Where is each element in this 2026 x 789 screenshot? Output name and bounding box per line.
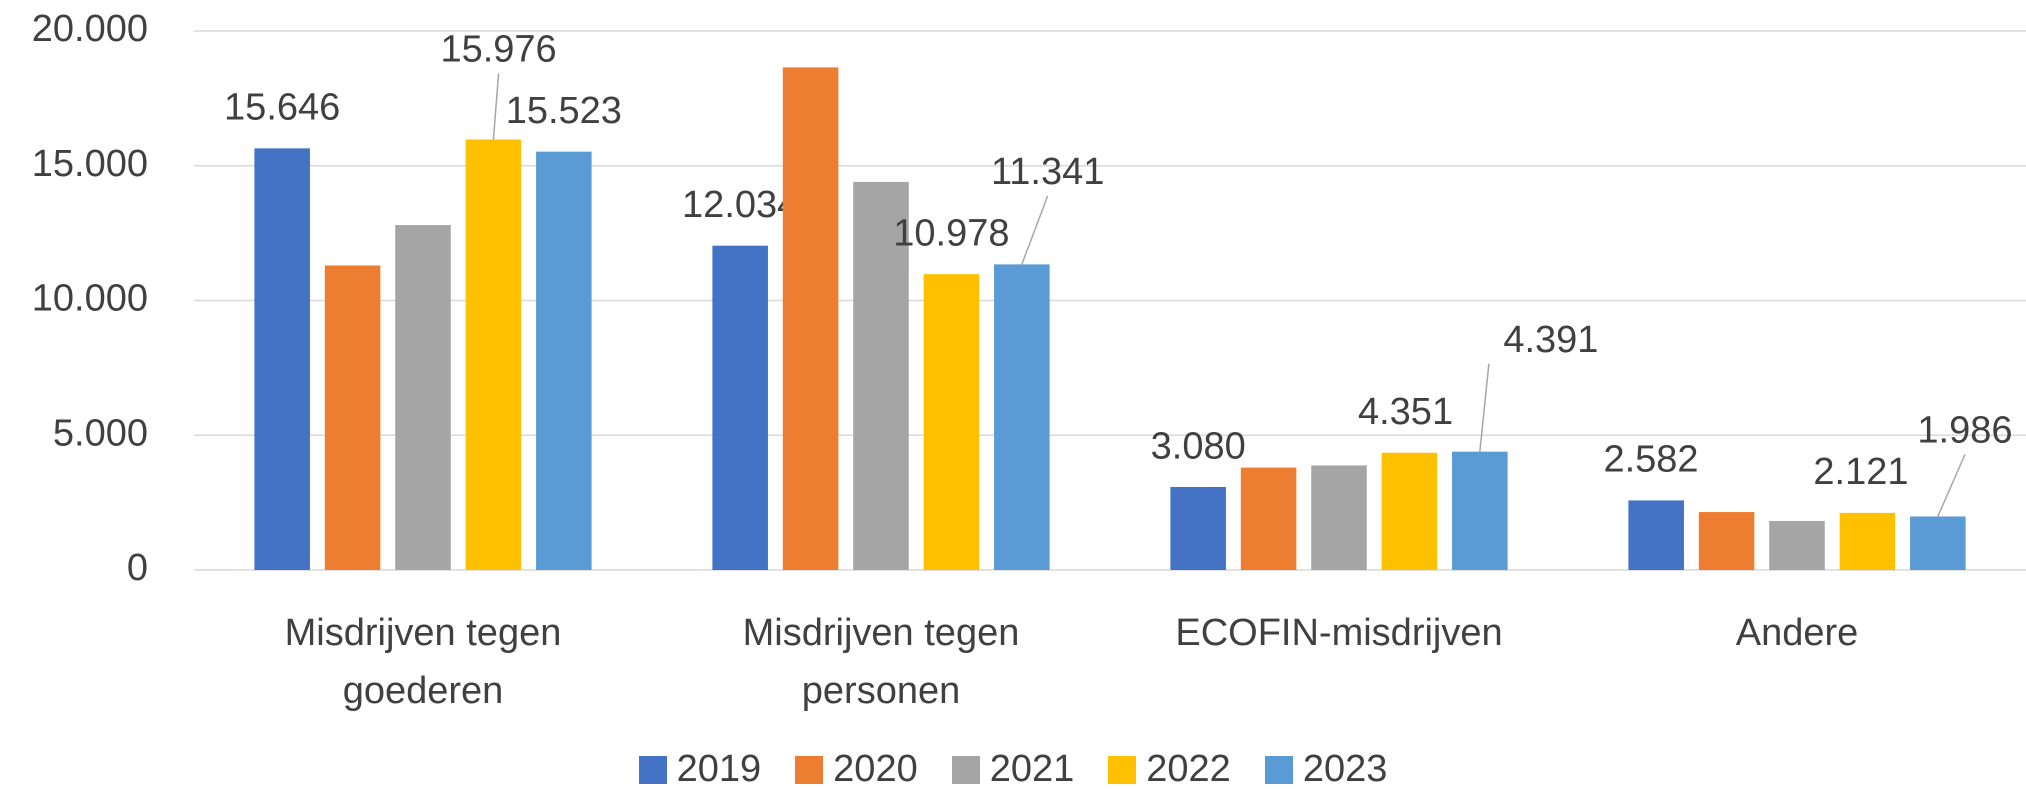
- legend-swatch: [1264, 755, 1293, 784]
- legend-swatch: [951, 755, 980, 784]
- legend-label: 2019: [676, 748, 762, 789]
- data-label: 2.582: [1603, 439, 1698, 481]
- bar: [1170, 486, 1226, 570]
- bar: [782, 67, 839, 570]
- legend-swatch: [638, 755, 667, 784]
- y-tick-label: 20.000: [32, 8, 148, 50]
- bar: [395, 225, 451, 571]
- bar: [712, 245, 768, 570]
- leader-line: [1021, 195, 1049, 265]
- legend-item: 2022: [1108, 748, 1231, 789]
- data-label: 1.986: [1917, 410, 2012, 452]
- data-label: 4.391: [1503, 319, 1598, 361]
- y-tick-label: 15.000: [32, 143, 148, 185]
- bar: [324, 265, 381, 570]
- y-tick-label: 5.000: [53, 412, 148, 454]
- bar: [1311, 465, 1367, 570]
- y-tick-label: 10.000: [32, 278, 148, 320]
- x-tick-label: Misdrijven tegen goederen: [284, 612, 562, 712]
- bar: [1698, 512, 1755, 570]
- bar: [1839, 512, 1896, 570]
- legend-item: 2019: [638, 748, 762, 789]
- legend-swatch: [1108, 755, 1137, 784]
- data-label: 15.976: [440, 29, 556, 71]
- bar: [1240, 467, 1297, 570]
- bar: [994, 264, 1050, 570]
- data-label: 2.121: [1813, 451, 1908, 493]
- data-label: 15.646: [224, 87, 340, 129]
- legend-label: 2021: [989, 748, 1075, 789]
- data-label: 12.034: [682, 184, 798, 226]
- data-label: 15.523: [506, 90, 622, 132]
- leader-line: [1937, 454, 1966, 517]
- bar: [1628, 500, 1684, 570]
- legend-swatch: [795, 755, 824, 784]
- bar: [1381, 452, 1438, 570]
- legend: 2019 2020 2021 2022 2023: [0, 748, 2026, 789]
- legend-label: 2020: [833, 748, 918, 789]
- bar: [853, 181, 909, 571]
- chart: 0 5.000 10.000 15.000 20.000 15.646 12.034 3.08…: [32, 8, 2026, 589]
- bar: [1452, 451, 1508, 570]
- x-tick-label: ECOFIN-misdrijven: [1175, 612, 1503, 654]
- y-tick-label: 0: [127, 547, 148, 589]
- data-label: 10.978: [893, 212, 1009, 254]
- data-label: 3.080: [1151, 425, 1246, 467]
- bar: [254, 148, 310, 570]
- legend-item: 2023: [1264, 748, 1388, 789]
- legend-label: 2023: [1302, 748, 1388, 789]
- bar: [536, 151, 592, 570]
- leader-line: [492, 73, 500, 140]
- bar: [923, 274, 980, 570]
- leader-line: [1479, 363, 1490, 452]
- legend-label: 2022: [1146, 748, 1231, 789]
- x-tick-label: Misdrijven tegen personen: [742, 612, 1020, 712]
- bar: [1769, 520, 1825, 570]
- data-label: 11.341: [991, 151, 1104, 193]
- legend-item: 2021: [951, 748, 1075, 789]
- legend-item: 2020: [795, 748, 918, 789]
- data-label: 4.351: [1358, 391, 1453, 433]
- bar: [1910, 516, 1966, 570]
- x-tick-label: Andere: [1735, 612, 1859, 654]
- bar: [465, 139, 522, 571]
